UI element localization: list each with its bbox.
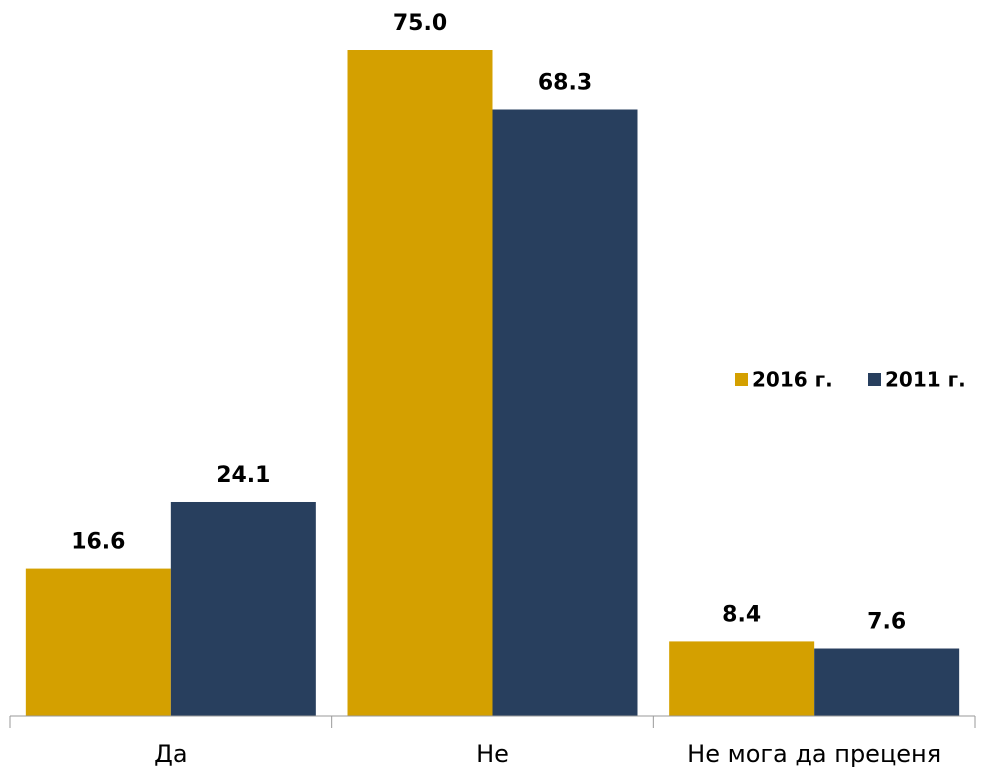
- legend-swatch: [868, 373, 881, 386]
- bar: [170, 501, 316, 716]
- x-tick-label: Не мога да преценя: [687, 740, 941, 768]
- bar: [25, 568, 171, 716]
- bar: [814, 648, 960, 716]
- value-label: 75.0: [393, 11, 447, 36]
- bar: [669, 641, 815, 716]
- value-label: 7.6: [867, 610, 906, 635]
- value-label: 8.4: [722, 602, 761, 627]
- value-label: 68.3: [538, 70, 592, 95]
- bar: [492, 109, 638, 717]
- bar: [347, 50, 493, 716]
- legend-label: 2011 г.: [885, 368, 966, 392]
- x-tick-label: Да: [154, 740, 187, 768]
- legend-label: 2016 г.: [752, 368, 833, 392]
- x-tick-label: Не: [476, 740, 509, 768]
- value-label: 16.6: [71, 530, 125, 555]
- value-label: 24.1: [216, 463, 270, 488]
- legend-swatch: [735, 373, 748, 386]
